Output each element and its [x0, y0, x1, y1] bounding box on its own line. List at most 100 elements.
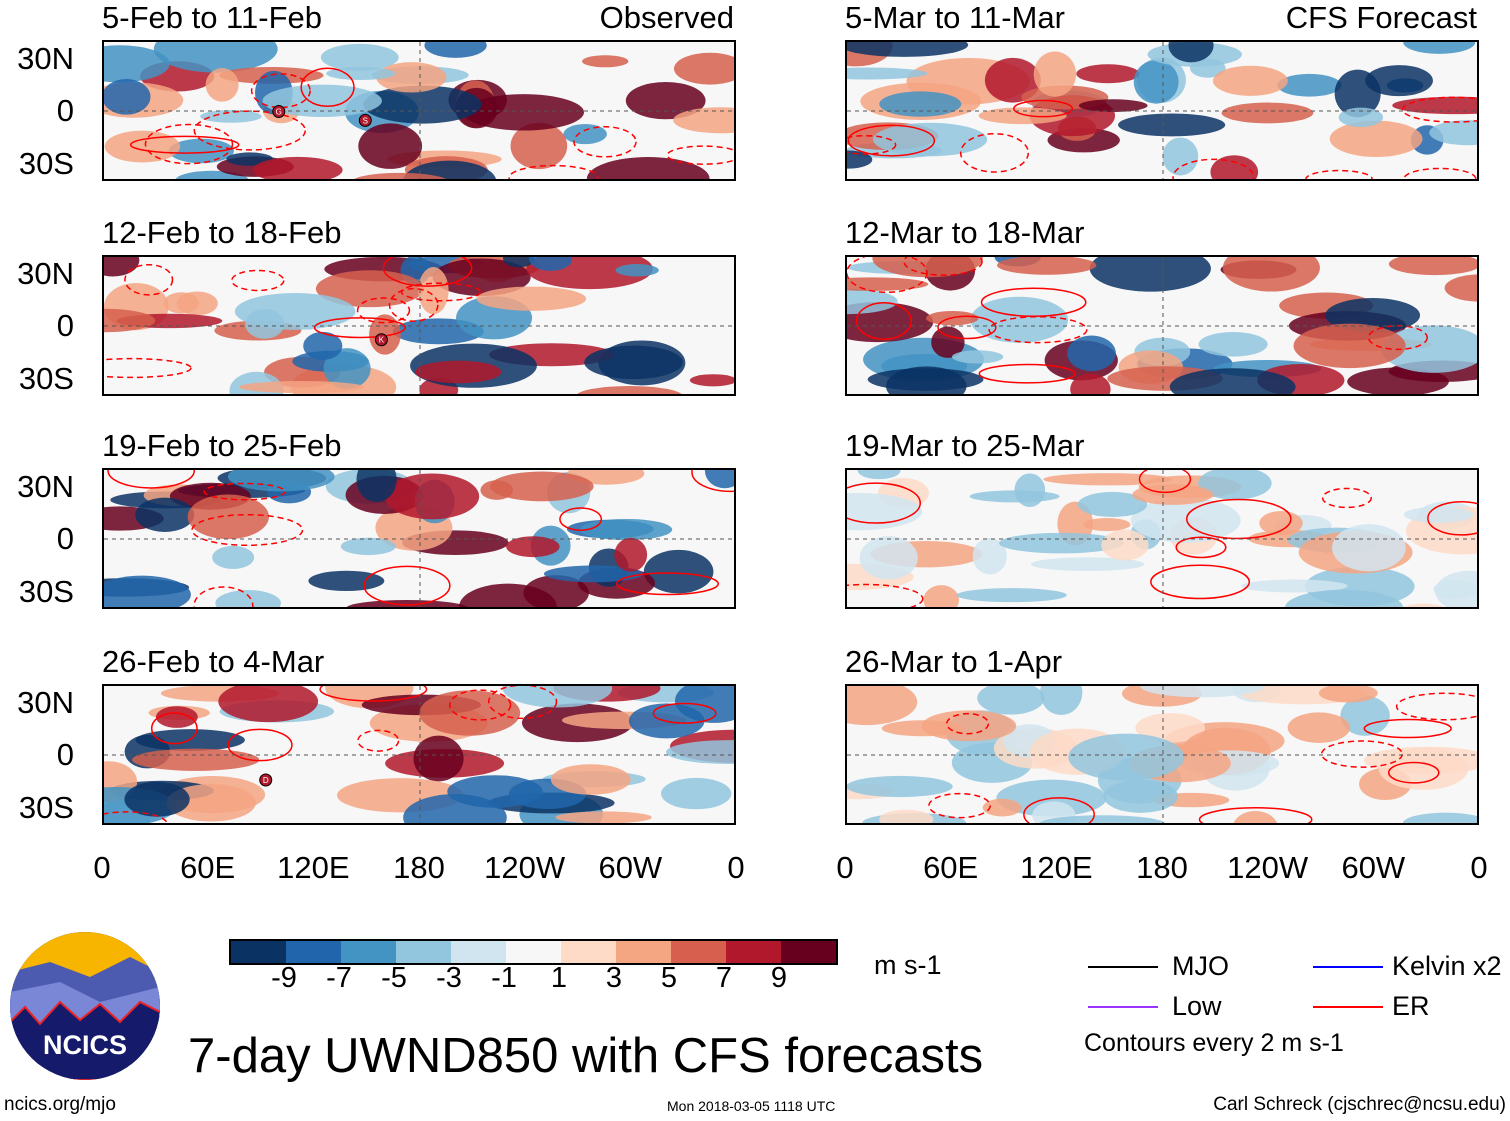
er-contour	[319, 686, 428, 702]
westerly-anomaly-blob	[625, 81, 706, 120]
legend-line-mjo	[1088, 966, 1158, 968]
colorbar-swatch	[506, 941, 561, 963]
easterly-anomaly-blob	[859, 536, 918, 580]
x-tick-label: 120E	[277, 850, 350, 885]
er-contour	[300, 67, 355, 108]
easterly-anomaly-blob	[356, 470, 397, 503]
easterly-anomaly-blob	[1039, 815, 1165, 823]
westerly-anomaly-blob	[104, 308, 156, 333]
er-contour	[1175, 536, 1227, 559]
panel-title: 26-Mar to 1-Apr	[845, 644, 1063, 679]
westerly-anomaly-blob	[673, 52, 734, 85]
easterly-anomaly-blob	[1118, 113, 1226, 137]
westerly-anomaly-blob	[419, 690, 521, 736]
er-contour	[1401, 96, 1477, 123]
easterly-anomaly-blob	[320, 43, 399, 71]
easterly-anomaly-blob	[1140, 686, 1265, 698]
westerly-anomaly-blob	[1329, 120, 1423, 157]
er-contour	[978, 363, 1076, 384]
x-tick-label: 60W	[1341, 850, 1406, 885]
easterly-anomaly-blob	[424, 42, 487, 58]
westerly-anomaly-blob	[847, 686, 918, 726]
westerly-anomaly-blob	[1135, 713, 1205, 743]
westerly-anomaly-blob	[358, 123, 423, 169]
er-contour	[1427, 500, 1477, 536]
er-contour	[227, 728, 293, 762]
easterly-anomaly-blob	[847, 288, 898, 315]
er-contour	[847, 583, 924, 607]
easterly-anomaly-blob	[660, 777, 732, 810]
er-contour	[104, 811, 168, 823]
easterly-anomaly-blob	[363, 85, 482, 124]
er-contour	[1395, 692, 1477, 721]
y-tick-label: 30S	[18, 361, 74, 396]
x-tick-label: 180	[393, 850, 445, 885]
westerly-anomaly-blob	[1101, 529, 1149, 561]
easterly-anomaly-blob	[977, 686, 1045, 715]
westerly-anomaly-blob	[187, 494, 269, 540]
easterly-anomaly-blob	[847, 42, 969, 57]
legend-line-er	[1313, 1006, 1383, 1008]
easterly-anomaly-blob	[1332, 524, 1406, 572]
anomaly-field: D	[104, 686, 734, 823]
tropical-cyclone-marker: K	[374, 333, 388, 347]
er-contour	[250, 73, 311, 109]
easterly-anomaly-blob	[847, 492, 923, 531]
anomaly-field	[104, 470, 734, 607]
westerly-anomaly-blob	[673, 107, 734, 134]
er-contour	[1172, 158, 1255, 179]
er-contour	[666, 145, 734, 165]
er-contour	[937, 315, 997, 340]
easterly-anomaly-blob	[1040, 686, 1083, 716]
westerly-anomaly-blob	[346, 599, 468, 607]
anomaly-field: SG	[104, 42, 734, 179]
anomaly-field	[847, 686, 1477, 823]
legend-label-mjo: MJO	[1172, 951, 1229, 981]
easterly-anomaly-blob	[135, 497, 195, 532]
er-contour	[691, 470, 734, 493]
westerly-anomaly-blob	[847, 277, 929, 291]
westerly-anomaly-blob	[315, 270, 424, 308]
x-tick-label: 60E	[180, 850, 236, 885]
westerly-anomaly-blob	[577, 386, 682, 394]
colorbar-tick-label: -5	[381, 962, 407, 994]
westerly-anomaly-blob	[689, 374, 734, 387]
easterly-anomaly-blob	[124, 781, 190, 817]
easterly-anomaly-blob	[885, 366, 967, 394]
y-tick-label: 30N	[17, 685, 74, 720]
x-tick-label: 0	[836, 850, 854, 885]
anomaly-field	[847, 42, 1477, 179]
column-label: Observed	[599, 0, 734, 35]
westerly-anomaly-blob	[997, 257, 1097, 275]
westerly-anomaly-blob	[239, 381, 365, 394]
er-contour	[847, 134, 897, 155]
easterly-anomaly-blob	[879, 91, 962, 117]
westerly-anomaly-blob	[879, 809, 934, 823]
easterly-anomaly-blob	[1435, 570, 1477, 607]
y-tick-label: 30S	[18, 574, 74, 609]
westerly-anomaly-blob	[413, 735, 464, 782]
easterly-anomaly-blob	[1402, 812, 1477, 823]
easterly-anomaly-blob	[579, 518, 673, 541]
easterly-anomaly-blob	[200, 110, 262, 123]
colorbar-tick-label: 3	[605, 962, 623, 994]
y-tick-label: 30S	[18, 790, 74, 825]
easterly-anomaly-blob	[104, 79, 151, 115]
er-contour	[559, 507, 603, 531]
easterly-anomaly-blob	[1030, 557, 1145, 572]
easterly-anomaly-blob	[1403, 506, 1474, 523]
easterly-anomaly-blob	[323, 348, 371, 389]
easterly-anomaly-blob	[584, 345, 683, 380]
colorbar-swatch	[561, 941, 616, 963]
er-contour	[1138, 470, 1192, 494]
easterly-anomaly-blob	[1403, 42, 1476, 54]
westerly-anomaly-blob	[510, 122, 568, 170]
tc-label: D	[263, 776, 269, 785]
footer-url[interactable]: ncics.org/mjo	[4, 1094, 116, 1115]
westerly-anomaly-blob	[550, 764, 631, 795]
easterly-anomaly-blob	[1077, 491, 1148, 517]
colorbar-tick-label: -3	[436, 962, 462, 994]
westerly-anomaly-blob	[614, 537, 648, 572]
westerly-anomaly-blob	[1070, 373, 1111, 394]
